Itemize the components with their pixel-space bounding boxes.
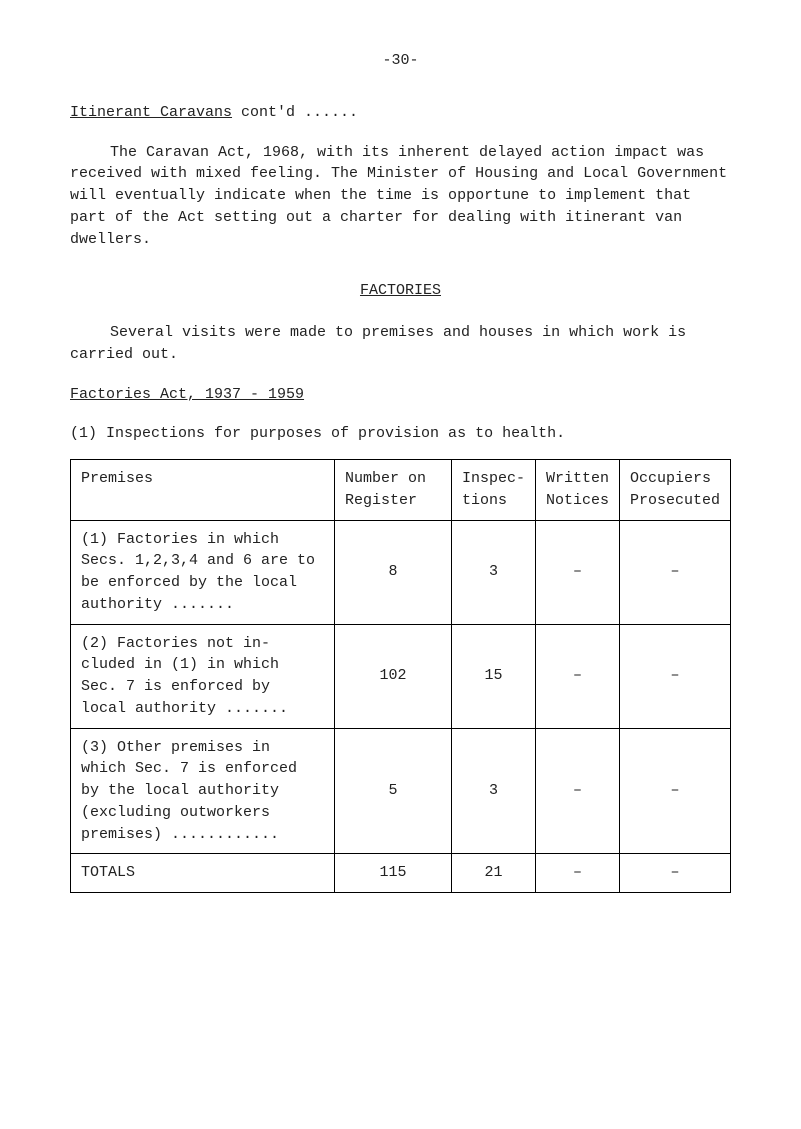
table-totals-row: TOTALS 115 21 – – — [71, 854, 731, 893]
cell-register: 102 — [335, 624, 452, 728]
factories-heading: FACTORIES — [70, 280, 731, 302]
factories-act-heading: Factories Act, 1937 - 1959 — [70, 384, 731, 406]
cell-inspections: 3 — [451, 728, 535, 854]
cell-totals-prosecuted: – — [619, 854, 730, 893]
table-row: (2) Factories not in- cluded in (1) in w… — [71, 624, 731, 728]
cell-notices: – — [535, 520, 619, 624]
inspections-line: (1) Inspections for purposes of provisio… — [70, 423, 731, 445]
cell-premises: (3) Other premises in which Sec. 7 is en… — [71, 728, 335, 854]
cell-inspections: 15 — [451, 624, 535, 728]
itinerant-section-line: Itinerant Caravans cont'd ...... — [70, 102, 731, 124]
itinerant-heading: Itinerant Caravans — [70, 104, 232, 121]
factories-table: Premises Number on Register Inspec- tion… — [70, 459, 731, 893]
table-row: (1) Factories in which Secs. 1,2,3,4 and… — [71, 520, 731, 624]
cell-register: 8 — [335, 520, 452, 624]
table-header-row: Premises Number on Register Inspec- tion… — [71, 460, 731, 521]
header-prosecuted: Occupiers Prosecuted — [619, 460, 730, 521]
paragraph-2: Several visits were made to premises and… — [70, 322, 731, 366]
paragraph-1: The Caravan Act, 1968, with its inherent… — [70, 142, 731, 251]
cell-inspections: 3 — [451, 520, 535, 624]
header-register: Number on Register — [335, 460, 452, 521]
header-inspections: Inspec- tions — [451, 460, 535, 521]
cell-totals-inspections: 21 — [451, 854, 535, 893]
cell-prosecuted: – — [619, 624, 730, 728]
cell-prosecuted: – — [619, 728, 730, 854]
cell-notices: – — [535, 624, 619, 728]
table-row: (3) Other premises in which Sec. 7 is en… — [71, 728, 731, 854]
cell-totals-label: TOTALS — [71, 854, 335, 893]
cell-totals-notices: – — [535, 854, 619, 893]
cell-prosecuted: – — [619, 520, 730, 624]
header-notices: Written Notices — [535, 460, 619, 521]
header-premises: Premises — [71, 460, 335, 521]
cell-premises: (2) Factories not in- cluded in (1) in w… — [71, 624, 335, 728]
cell-totals-register: 115 — [335, 854, 452, 893]
cell-register: 5 — [335, 728, 452, 854]
cell-premises: (1) Factories in which Secs. 1,2,3,4 and… — [71, 520, 335, 624]
itinerant-contd: cont'd ...... — [232, 104, 358, 121]
cell-notices: – — [535, 728, 619, 854]
page-number: -30- — [70, 50, 731, 72]
